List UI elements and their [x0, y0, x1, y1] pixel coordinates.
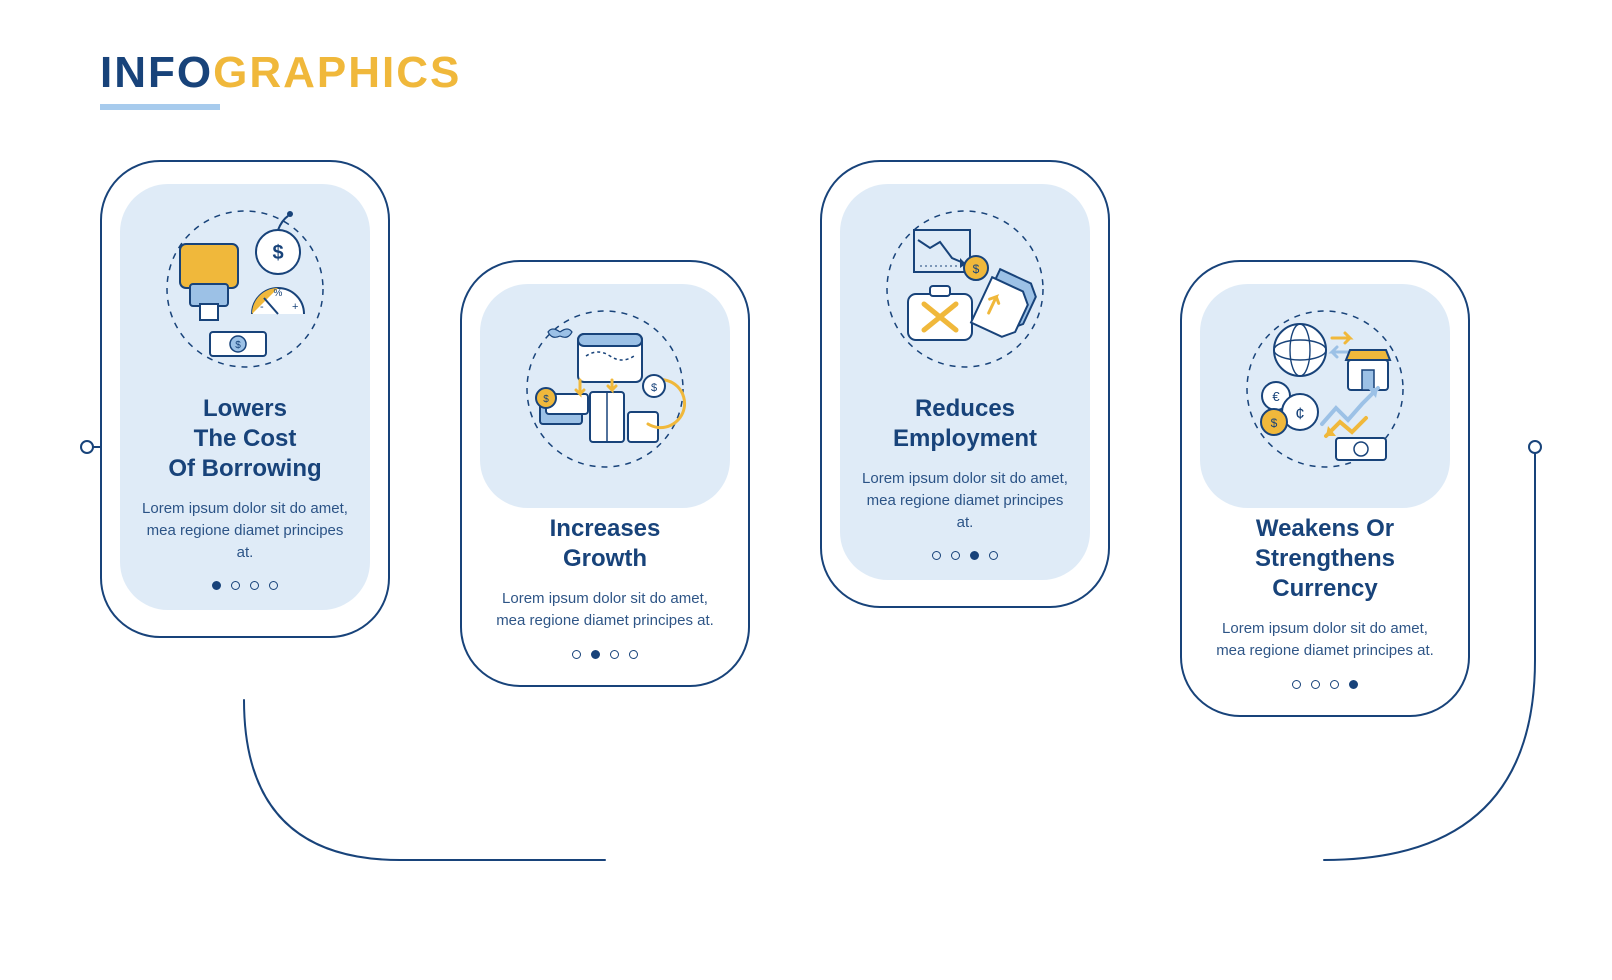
card-body: Lorem ipsum dolor sit do amet, mea regio… [134, 498, 356, 563]
dot-1[interactable] [1292, 680, 1301, 689]
card-employment: $ ReducesEmployment Lorem ipsum dolor si… [820, 160, 1110, 608]
card-body: Lorem ipsum dolor sit do amet, mea regio… [854, 468, 1076, 533]
connector-node-left [80, 440, 94, 454]
dot-2[interactable] [231, 581, 240, 590]
card-inner: € ¢ $ [1200, 284, 1450, 508]
title-part-graphics: GRAPHICS [213, 48, 461, 97]
svg-text:+: + [292, 301, 298, 313]
carousel-dots [212, 581, 278, 590]
dot-1[interactable] [932, 551, 941, 560]
carousel-dots [572, 650, 638, 659]
growth-icon: $ $ [520, 304, 690, 474]
card-inner: $ ReducesEmployment Lorem ipsum dolor si… [840, 184, 1090, 580]
dot-4[interactable] [269, 581, 278, 590]
svg-text:$: $ [651, 382, 657, 394]
dot-2[interactable] [951, 551, 960, 560]
card-body: Lorem ipsum dolor sit do amet, mea regio… [1200, 618, 1450, 662]
card-borrowing: $ - + % $ LowersThe CostOf Borrowing [100, 160, 390, 638]
dot-4[interactable] [1349, 680, 1358, 689]
svg-text:€: € [1272, 389, 1280, 404]
currency-icon: € ¢ $ [1240, 304, 1410, 474]
svg-text:$: $ [235, 340, 241, 351]
dot-2[interactable] [1311, 680, 1320, 689]
dot-1[interactable] [572, 650, 581, 659]
card-title: IncreasesGrowth [550, 514, 661, 574]
card-inner: $ - + % $ LowersThe CostOf Borrowing [120, 184, 370, 610]
svg-text:$: $ [973, 262, 980, 276]
infographic-stage: $ - + % $ LowersThe CostOf Borrowing [80, 160, 1550, 920]
dot-2[interactable] [591, 650, 600, 659]
svg-text:-: - [260, 301, 264, 313]
carousel-dots [1292, 680, 1358, 689]
employment-icon: $ [880, 204, 1050, 374]
page-title: INFOGRAPHICS [100, 48, 461, 98]
title-underline [100, 104, 220, 110]
borrowing-icon: $ - + % $ [160, 204, 330, 374]
dot-3[interactable] [1330, 680, 1339, 689]
dot-4[interactable] [629, 650, 638, 659]
svg-text:$: $ [543, 394, 549, 405]
header: INFOGRAPHICS [100, 48, 461, 110]
carousel-dots [932, 551, 998, 560]
card-title: LowersThe CostOf Borrowing [168, 394, 321, 484]
card-title: ReducesEmployment [893, 394, 1037, 454]
dot-4[interactable] [989, 551, 998, 560]
svg-text:%: % [274, 288, 283, 299]
card-body: Lorem ipsum dolor sit do amet, mea regio… [480, 588, 730, 632]
dot-3[interactable] [970, 551, 979, 560]
svg-text:$: $ [1271, 416, 1278, 430]
dot-3[interactable] [610, 650, 619, 659]
title-part-info: INFO [100, 48, 213, 97]
card-growth: $ $ IncreasesGrowth Lorem ipsum dolor si [460, 260, 750, 687]
card-title: Weakens OrStrengthensCurrency [1255, 514, 1395, 604]
card-inner: $ $ [480, 284, 730, 508]
connector-node-right [1528, 440, 1542, 454]
svg-text:¢: ¢ [1295, 404, 1304, 423]
dot-3[interactable] [250, 581, 259, 590]
dot-1[interactable] [212, 581, 221, 590]
card-currency: € ¢ $ Weakens OrStrengthensCurrency Lore… [1180, 260, 1470, 717]
svg-text:$: $ [272, 242, 283, 264]
